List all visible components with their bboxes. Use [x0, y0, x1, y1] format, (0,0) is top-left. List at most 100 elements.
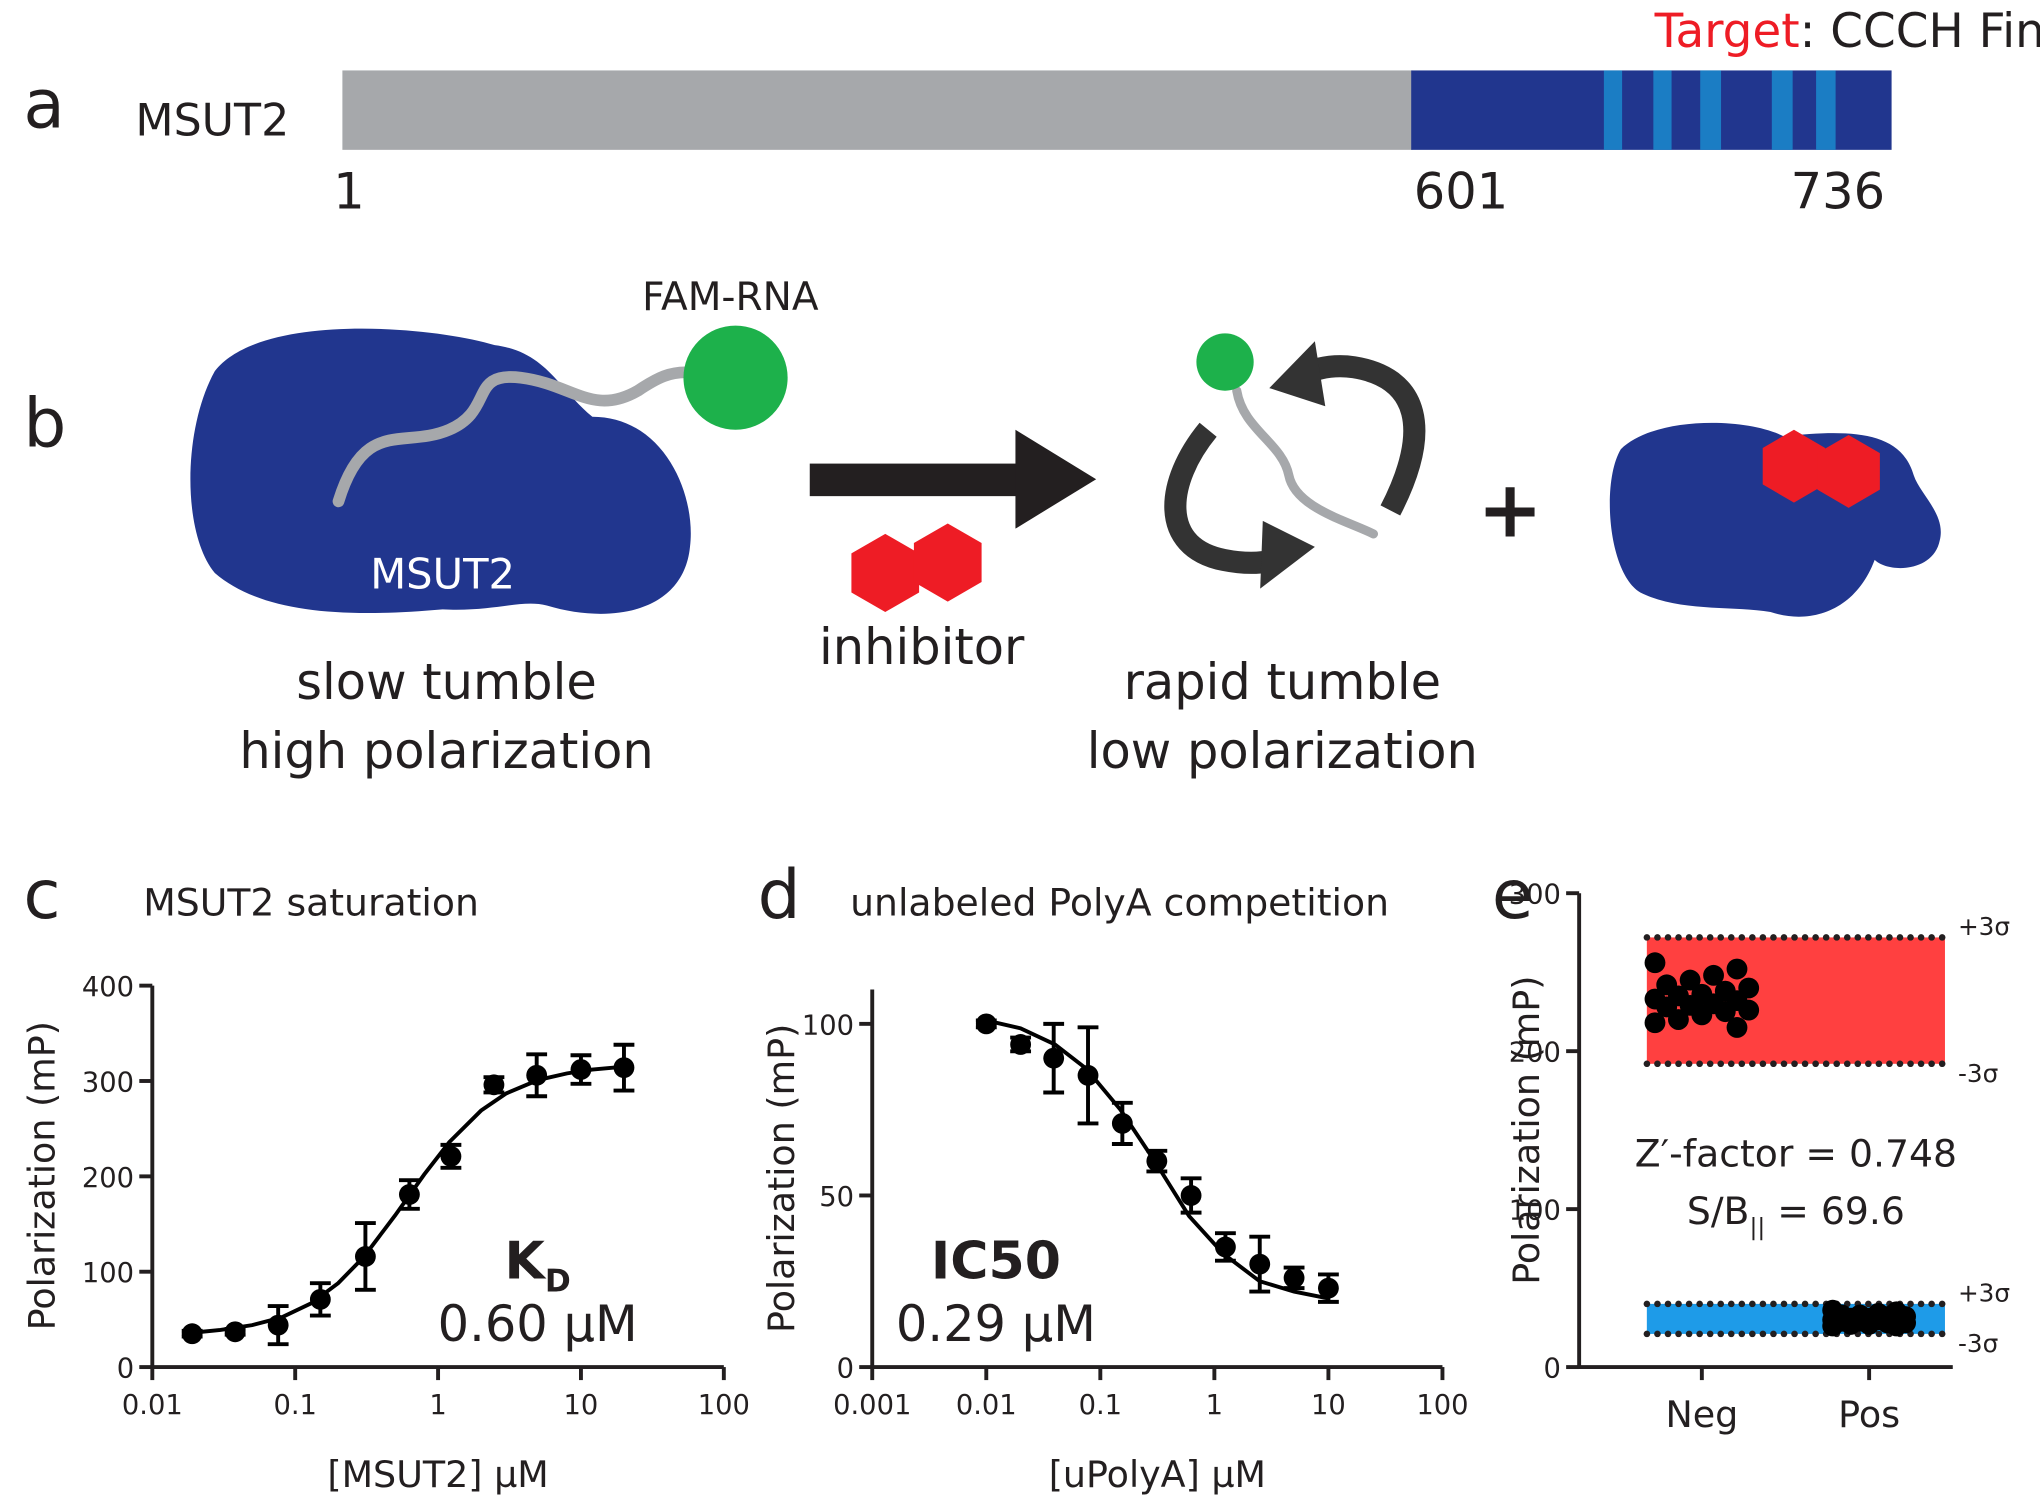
data-point: [1714, 1001, 1736, 1023]
data-point: [1644, 952, 1666, 974]
caption-line: rapid tumble: [1124, 653, 1441, 711]
inhibitor-shape: [851, 533, 920, 613]
annotation: Z′-factor = 0.748: [1635, 1132, 1957, 1176]
symbol: IC50: [931, 1232, 1061, 1292]
zinc-finger: [1603, 70, 1623, 150]
caption-line: slow tumble: [296, 653, 596, 711]
y-tick-label: 400: [82, 972, 134, 1003]
data-point: [975, 1013, 997, 1035]
data-point: [1691, 1004, 1713, 1026]
data-point: [1317, 1277, 1339, 1299]
caption-line: low polarization: [1087, 722, 1478, 780]
inhibitor-shape: [1817, 434, 1880, 508]
annotation-part: = 69.6: [1765, 1189, 1905, 1233]
y-tick-label: 0: [117, 1353, 134, 1384]
symbol: K: [505, 1232, 547, 1292]
sigma-label: +3σ: [1958, 912, 2010, 941]
x-tick-label: 10: [1311, 1390, 1346, 1421]
fluorophore: [1196, 333, 1254, 391]
caption-line: high polarization: [239, 722, 653, 780]
x-tick-label: 1: [429, 1390, 446, 1421]
plus-sign: +: [1477, 464, 1542, 555]
x-tick-label: 0.1: [273, 1390, 316, 1421]
inhibitor-shape: [913, 523, 982, 602]
target-label: Target: CCCH Fingers: [1654, 5, 2040, 59]
data-point: [224, 1321, 246, 1343]
chart-title: unlabeled PolyA competition: [850, 880, 1389, 924]
rna-strand: [1232, 386, 1379, 539]
data-point: [613, 1057, 635, 1079]
probe-label: FAM-RNA: [642, 275, 819, 320]
rna-strand: [332, 366, 696, 508]
protein-shape: [190, 328, 691, 614]
data-point: [1146, 1150, 1168, 1172]
y-tick-label: 300: [82, 1067, 134, 1098]
position-label: 736: [1791, 162, 1885, 220]
y-tick-label: 50: [819, 1182, 854, 1213]
y-axis-label: Polarization (mP): [760, 1024, 803, 1333]
data-point: [570, 1059, 592, 1080]
chart-title: MSUT2 saturation: [143, 880, 479, 924]
data-point: [1111, 1112, 1133, 1134]
x-tick-label: 100: [1416, 1390, 1468, 1421]
annotation-value: 0.29 µM: [896, 1295, 1096, 1353]
arrow-head: [1015, 429, 1097, 529]
n-terminal-region: [342, 70, 1413, 150]
sigma-label: -3σ: [1958, 1059, 1998, 1088]
data-point: [1703, 964, 1724, 986]
x-tick-label: 0.001: [833, 1390, 911, 1421]
protein-label: MSUT2: [135, 96, 289, 147]
x-tick-label: 10: [564, 1390, 599, 1421]
panel-label: c: [23, 855, 60, 934]
data-point: [1215, 1236, 1236, 1258]
y-tick-label: 0: [837, 1353, 854, 1384]
data-point: [1886, 1315, 1907, 1337]
annotation-value: 0.60 µM: [438, 1295, 638, 1353]
data-point: [1077, 1064, 1099, 1086]
annotation-part: S/B: [1687, 1189, 1750, 1233]
data-point: [1679, 969, 1701, 991]
data-point: [354, 1246, 376, 1267]
zinc-finger: [1700, 70, 1722, 150]
data-point: [1249, 1253, 1271, 1275]
y-tick-label: 100: [802, 1010, 854, 1041]
x-tick-label: 100: [698, 1390, 750, 1421]
data-point: [1726, 958, 1748, 980]
data-point: [267, 1314, 289, 1336]
annotation-symbol: IC50: [931, 1232, 1061, 1292]
x-axis-label: [MSUT2] µM: [327, 1453, 548, 1496]
data-point: [526, 1064, 548, 1086]
y-tick-label: 300: [1509, 880, 1561, 911]
panel-label: a: [23, 65, 64, 144]
data-point: [1010, 1034, 1032, 1055]
data-point: [1283, 1267, 1305, 1289]
x-axis-label: [uPolyA] µM: [1049, 1453, 1266, 1496]
protein-label: MSUT2: [370, 550, 515, 599]
inhibitor-shape: [1762, 429, 1826, 503]
zinc-finger: [1653, 70, 1672, 150]
data-point: [1858, 1314, 1880, 1335]
symbol-subscript: D: [545, 1264, 571, 1300]
data-point: [1822, 1315, 1844, 1337]
sigma-label: +3σ: [1958, 1278, 2010, 1307]
annotation-subscript: ||: [1749, 1212, 1765, 1240]
x-tick-label: Neg: [1665, 1393, 1738, 1436]
annotation: S/B|| = 69.6: [1687, 1189, 1905, 1240]
position-label: 1: [333, 162, 364, 220]
data-point: [1738, 999, 1760, 1021]
sigma-label: -3σ: [1958, 1329, 1998, 1358]
target-prefix: Target: [1654, 5, 1800, 59]
data-point: [1180, 1185, 1202, 1206]
annotation-symbol: KD: [505, 1232, 571, 1300]
y-tick-label: 200: [82, 1163, 134, 1194]
target-suffix: : CCCH Fingers: [1800, 5, 2040, 59]
data-point: [1667, 1009, 1689, 1030]
x-tick-label: 0.1: [1079, 1390, 1122, 1421]
y-tick-label: 100: [1509, 1196, 1561, 1227]
data-point: [440, 1145, 462, 1167]
y-tick-label: 200: [1509, 1038, 1561, 1069]
arrow-shaft: [809, 463, 1019, 497]
data-point: [483, 1074, 505, 1096]
x-tick-label: 0.01: [122, 1390, 183, 1421]
